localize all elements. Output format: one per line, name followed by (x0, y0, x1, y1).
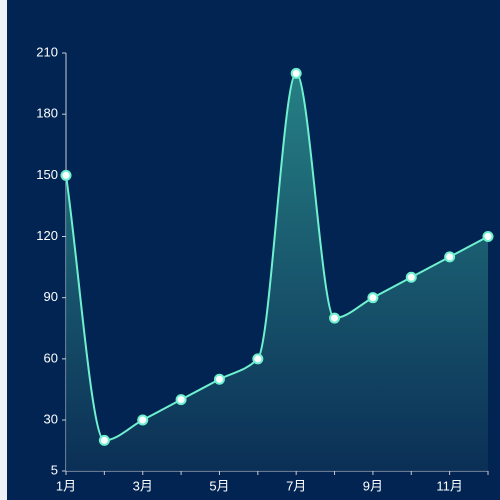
y-tick-label: 60 (44, 350, 58, 365)
point (137, 414, 149, 426)
area (66, 73, 488, 471)
point (444, 251, 456, 263)
y-tick-label: 180 (36, 106, 58, 121)
x-tick-label: 11月 (436, 478, 463, 493)
y-tick-label: 120 (36, 228, 58, 243)
side-strip (0, 0, 7, 500)
x-tick-label: 1月 (56, 478, 76, 493)
x-tick-label: 7月 (286, 478, 306, 493)
y-tick-label: 5 (51, 462, 58, 477)
point (405, 271, 417, 283)
y-tick-label: 210 (36, 44, 58, 59)
y-tick-label: 150 (36, 167, 58, 182)
point (98, 434, 110, 446)
point (482, 231, 494, 243)
point (175, 394, 187, 406)
x-tick-label: 3月 (133, 478, 153, 493)
point (367, 292, 379, 304)
y-tick-label: 90 (44, 289, 58, 304)
point (329, 312, 341, 324)
line (65, 72, 489, 442)
point (213, 373, 225, 385)
x-tick-label: 5月 (209, 478, 229, 493)
x-tick-label: 9月 (363, 478, 383, 493)
point (252, 353, 264, 365)
point (290, 67, 302, 79)
point (60, 169, 72, 181)
y-tick-label: 30 (44, 411, 58, 426)
